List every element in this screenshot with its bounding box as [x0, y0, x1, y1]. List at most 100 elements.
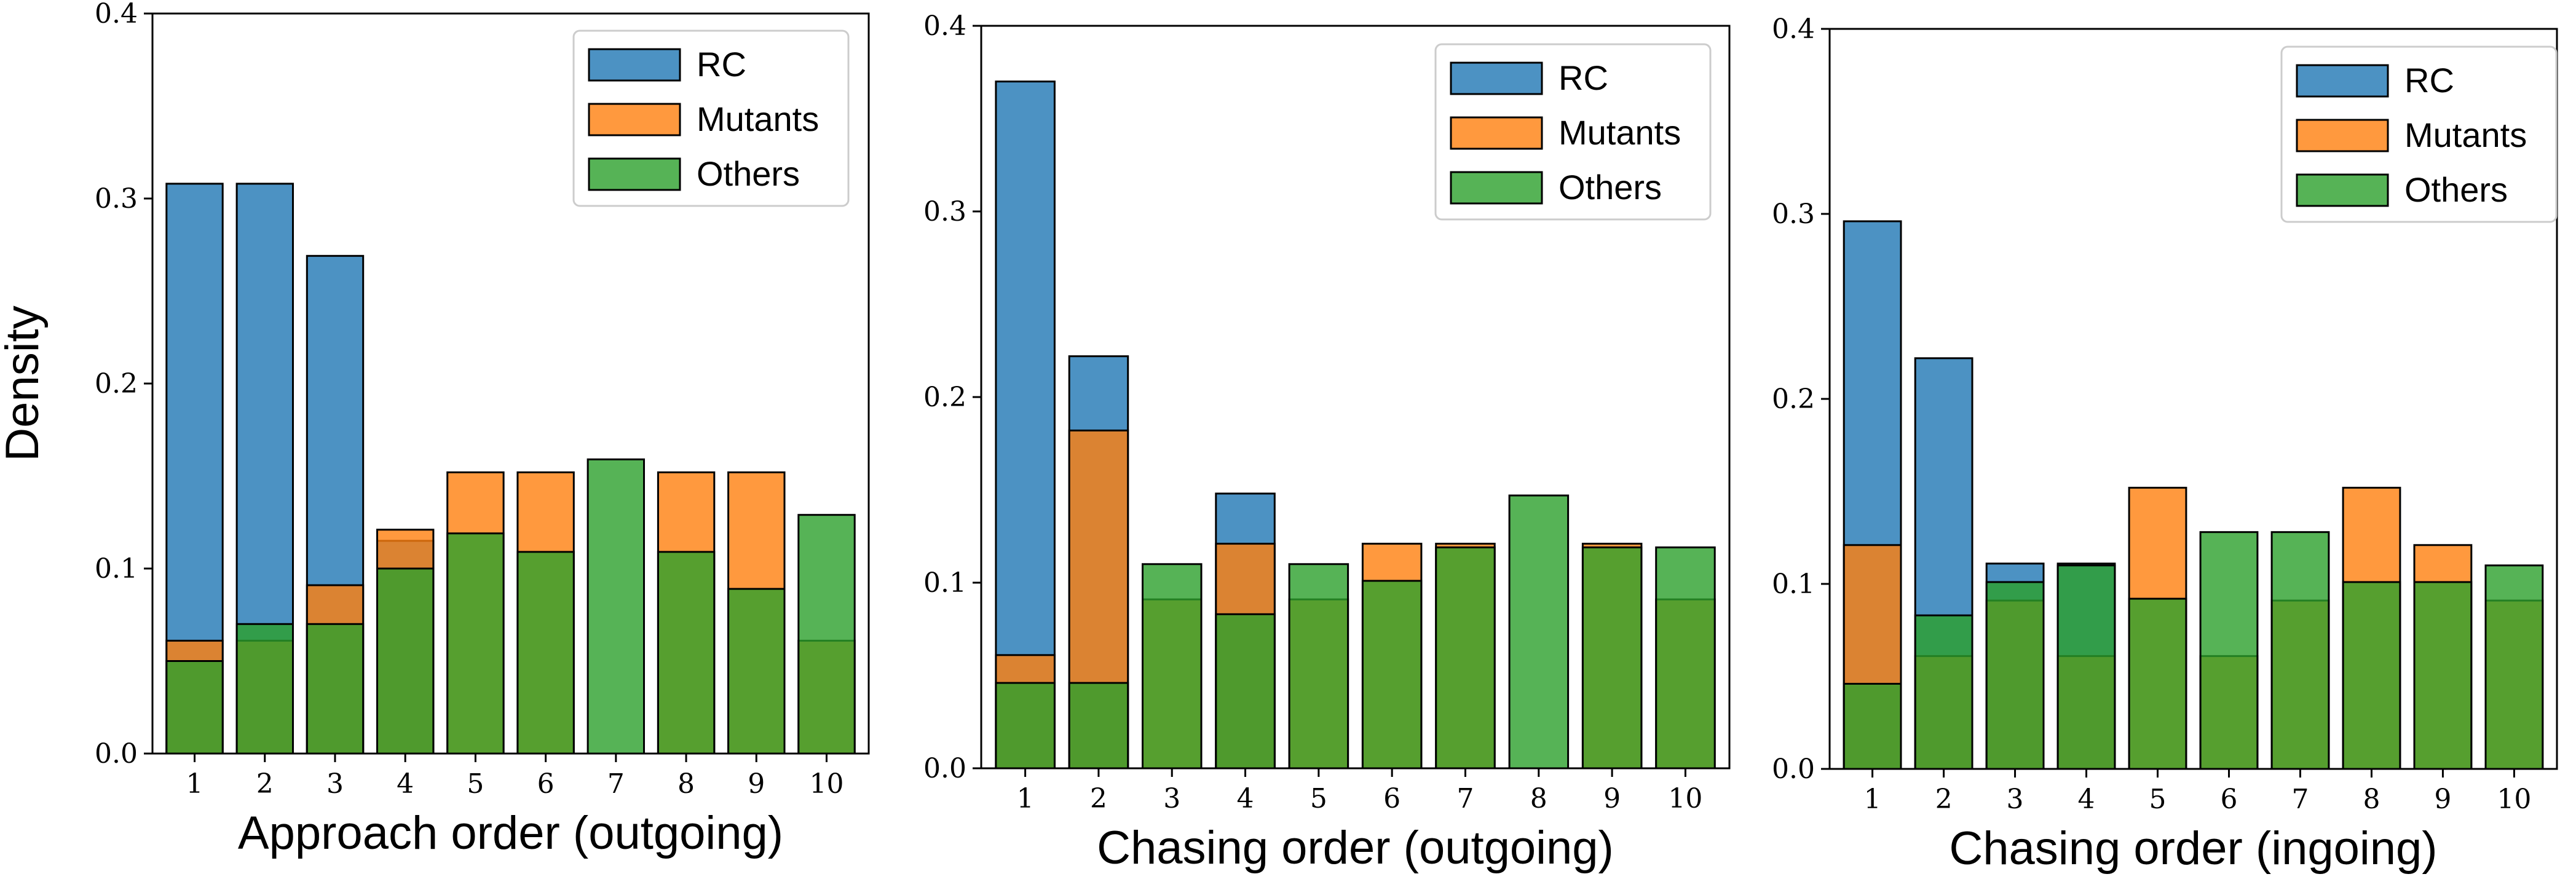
- x-tick-label: 8: [2363, 784, 2380, 815]
- bar-others-3: [1985, 581, 2045, 770]
- bar-others-3: [1142, 563, 1203, 770]
- y-tick-label: 0.4: [95, 0, 138, 30]
- bar-others-10: [1655, 546, 1716, 770]
- bar-others-5: [1288, 563, 1349, 770]
- y-tick-label: 0.0: [95, 738, 138, 770]
- chart-panel-1: 0.0 0.1 0.2 0.3 0.4 1 2 3 4 5 6 7 8 9 10 Approach order…: [0, 0, 870, 859]
- x-axis-label: Approach order (outgoing): [238, 807, 783, 859]
- bar-others-1: [165, 660, 224, 755]
- x-tick-label: 3: [2007, 784, 2024, 815]
- x-tick-label: 9: [1603, 783, 1621, 814]
- legend-swatch-others: [588, 157, 681, 191]
- bar-others-8: [2342, 581, 2401, 770]
- y-axis-label: Density: [0, 305, 49, 461]
- x-tick-label: 5: [467, 768, 484, 800]
- legend-swatch-mutants: [1450, 116, 1543, 150]
- bar-others-2: [1914, 614, 1973, 770]
- legend-label-mutants: Mutants: [2404, 116, 2527, 154]
- y-tick-label: 0.3: [95, 183, 138, 215]
- bar-others-4: [2056, 564, 2116, 770]
- bar-others-7: [587, 458, 645, 755]
- bar-others-1: [1843, 683, 1902, 770]
- bar-others-2: [1068, 682, 1129, 770]
- x-tick-label: 10: [2497, 784, 2531, 815]
- y-tick-label: 0.4: [923, 10, 966, 42]
- legend-label-rc: RC: [1559, 58, 1608, 97]
- bar-others-9: [727, 588, 786, 755]
- y-tick-label: 0.1: [1772, 569, 1815, 600]
- x-tick-label: 3: [1163, 783, 1180, 814]
- x-tick-label: 8: [1530, 783, 1547, 814]
- bar-others-9: [1581, 546, 1643, 770]
- y-tick-label: 0.1: [95, 553, 138, 585]
- x-axis-label: Chasing order (ingoing): [1949, 822, 2437, 875]
- y-tick-label: 0.3: [1772, 199, 1815, 230]
- x-tick-label: 9: [2434, 784, 2451, 815]
- legend-swatch-mutants: [2296, 119, 2389, 152]
- legend-label-rc: RC: [2404, 61, 2454, 100]
- legend: RC Mutants Others: [2280, 45, 2558, 223]
- x-tick-label: 3: [326, 768, 344, 800]
- x-axis-label: Chasing order (outgoing): [1097, 822, 1614, 874]
- x-tick-label: 5: [2149, 784, 2167, 815]
- bar-others-6: [2199, 531, 2259, 770]
- legend-swatch-rc: [1450, 61, 1543, 95]
- y-tick-label: 0.2: [95, 368, 138, 400]
- y-tick-label: 0.0: [1772, 754, 1815, 785]
- y-tick-label: 0.1: [923, 567, 966, 599]
- legend: RC Mutants Others: [572, 30, 850, 207]
- chart-panel-2: 0.0 0.1 0.2 0.3 0.4 1 2 3 4 5 6 7 8 9 10 Chasing order …: [923, 10, 1731, 874]
- bar-others-7: [1435, 546, 1496, 770]
- x-tick-label: 7: [2291, 784, 2309, 815]
- legend-label-mutants: Mutants: [1559, 113, 1681, 152]
- y-tick-label: 0.2: [923, 382, 966, 413]
- x-tick-label: 4: [2078, 784, 2095, 815]
- x-tick-label: 6: [1383, 783, 1401, 814]
- x-tick-label: 4: [397, 768, 414, 800]
- bar-others-6: [1361, 580, 1423, 770]
- x-tick-label: 10: [1668, 783, 1702, 814]
- y-tick-label: 0.3: [923, 196, 966, 227]
- bar-others-4: [376, 567, 435, 755]
- x-tick-label: 2: [1090, 783, 1107, 814]
- x-tick-label: 6: [537, 768, 555, 800]
- legend-label-rc: RC: [697, 45, 746, 84]
- bar-others-8: [1508, 494, 1570, 770]
- legend-label-others: Others: [2404, 170, 2508, 209]
- legend-swatch-rc: [2296, 64, 2389, 98]
- bar-others-6: [516, 551, 575, 755]
- bar-others-8: [657, 551, 716, 755]
- bar-others-3: [306, 623, 365, 755]
- x-tick-label: 2: [1935, 784, 1953, 815]
- bar-others-10: [797, 514, 856, 755]
- x-tick-label: 8: [678, 768, 695, 800]
- legend-label-others: Others: [1559, 168, 1662, 207]
- chart-panel-3: 0.0 0.1 0.2 0.3 0.4 1 2 3 4 5 6 7 8 9 10 Chasing order …: [1772, 14, 2558, 875]
- y-tick-label: 0.2: [1772, 384, 1815, 415]
- bar-others-7: [2270, 531, 2330, 770]
- legend-label-others: Others: [697, 154, 800, 193]
- x-tick-label: 2: [256, 768, 274, 800]
- legend-label-mutants: Mutants: [697, 100, 819, 138]
- x-tick-label: 1: [1864, 784, 1881, 815]
- x-tick-label: 7: [1456, 783, 1474, 814]
- x-tick-label: 1: [186, 768, 203, 800]
- legend-swatch-mutants: [588, 103, 681, 136]
- legend-swatch-rc: [588, 48, 681, 82]
- bar-others-1: [995, 682, 1056, 770]
- x-tick-label: 5: [1310, 783, 1327, 814]
- bar-others-5: [446, 532, 505, 755]
- legend-swatch-others: [2296, 173, 2389, 207]
- legend: RC Mutants Others: [1434, 43, 1712, 221]
- bar-others-9: [2413, 581, 2473, 770]
- y-tick-label: 0.0: [923, 753, 966, 784]
- x-tick-label: 4: [1237, 783, 1254, 814]
- bar-others-4: [1215, 613, 1276, 770]
- y-tick-label: 0.4: [1772, 14, 1815, 45]
- bar-others-5: [2128, 597, 2187, 770]
- bar-others-2: [235, 623, 294, 755]
- x-tick-label: 6: [2220, 784, 2237, 815]
- bar-others-10: [2484, 564, 2544, 770]
- legend-swatch-others: [1450, 171, 1543, 205]
